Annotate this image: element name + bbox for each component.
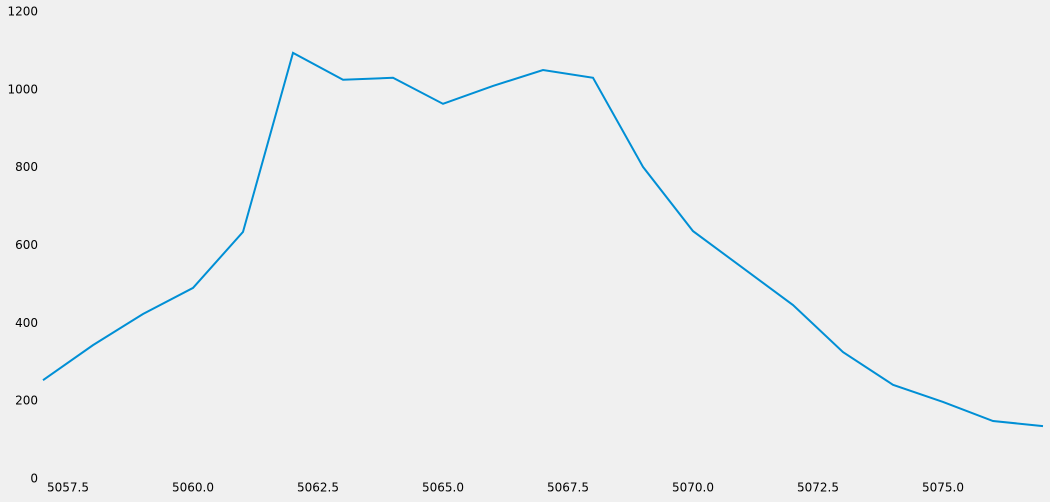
y-tick-label: 1000: [7, 82, 38, 96]
x-tick-label: 5060.0: [172, 481, 214, 495]
x-tick-label: 5070.0: [672, 481, 714, 495]
x-tick-label: 5075.0: [922, 481, 964, 495]
y-tick-label: 1200: [7, 5, 38, 19]
x-tick-label: 5072.5: [797, 481, 839, 495]
x-tick-label: 5057.5: [47, 481, 89, 495]
y-tick-label: 400: [15, 316, 38, 330]
x-tick-label: 5067.5: [547, 481, 589, 495]
y-tick-label: 0: [30, 472, 38, 486]
x-tick-label: 5062.5: [297, 481, 339, 495]
y-tick-label: 800: [15, 160, 38, 174]
x-tick-label: 5065.0: [422, 481, 464, 495]
y-tick-label: 600: [15, 238, 38, 252]
line: [42, 51, 1044, 428]
y-tick-label: 200: [15, 394, 38, 408]
